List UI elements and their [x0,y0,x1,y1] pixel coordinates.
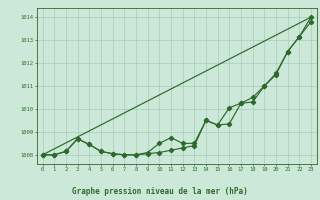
Text: Graphe pression niveau de la mer (hPa): Graphe pression niveau de la mer (hPa) [72,187,248,196]
